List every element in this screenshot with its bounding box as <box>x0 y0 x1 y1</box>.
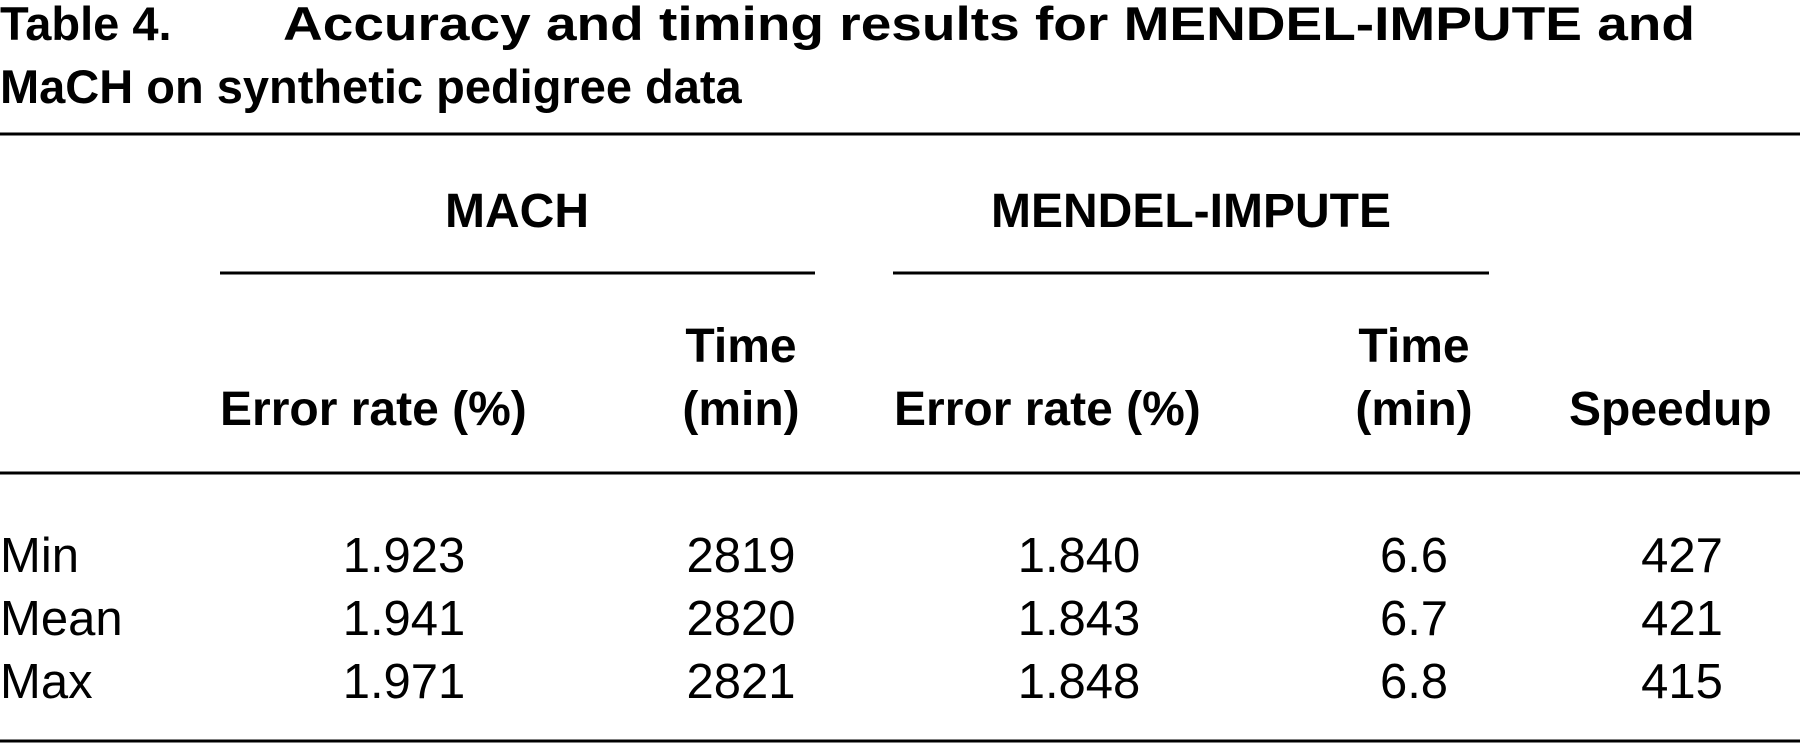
column-header: (min) <box>1355 383 1472 436</box>
column-header: Time <box>1358 320 1469 373</box>
cell: 421 <box>1641 592 1723 646</box>
cell: 415 <box>1641 655 1723 709</box>
row-label: Min <box>0 529 79 583</box>
cell: 2821 <box>686 655 795 709</box>
row-label: Max <box>0 655 93 709</box>
cell: 1.840 <box>1018 529 1141 583</box>
cell: 6.8 <box>1380 655 1448 709</box>
column-header: Time <box>685 320 796 373</box>
cell: 1.941 <box>343 592 466 646</box>
row-label: Mean <box>0 592 123 646</box>
caption-text: Accuracy and timing results for MENDEL-I… <box>283 0 1695 50</box>
group-header: MENDEL-IMPUTE <box>991 185 1391 238</box>
cell: 1.923 <box>343 529 466 583</box>
cell: 1.848 <box>1018 655 1141 709</box>
column-header: Speedup <box>1569 383 1772 436</box>
cell: 1.971 <box>343 655 466 709</box>
column-header: (min) <box>682 383 799 436</box>
cell: 2819 <box>686 529 795 583</box>
cell: 1.843 <box>1018 592 1141 646</box>
group-header: MACH <box>445 185 589 238</box>
cell: 6.6 <box>1380 529 1448 583</box>
column-header: Error rate (%) <box>220 383 527 436</box>
cell: 427 <box>1641 529 1723 583</box>
caption-text: MaCH on synthetic pedigree data <box>0 60 743 113</box>
cell: 6.7 <box>1380 592 1448 646</box>
cell: 2820 <box>686 592 795 646</box>
column-header: Error rate (%) <box>894 383 1201 436</box>
caption-label: Table 4. <box>0 0 172 50</box>
